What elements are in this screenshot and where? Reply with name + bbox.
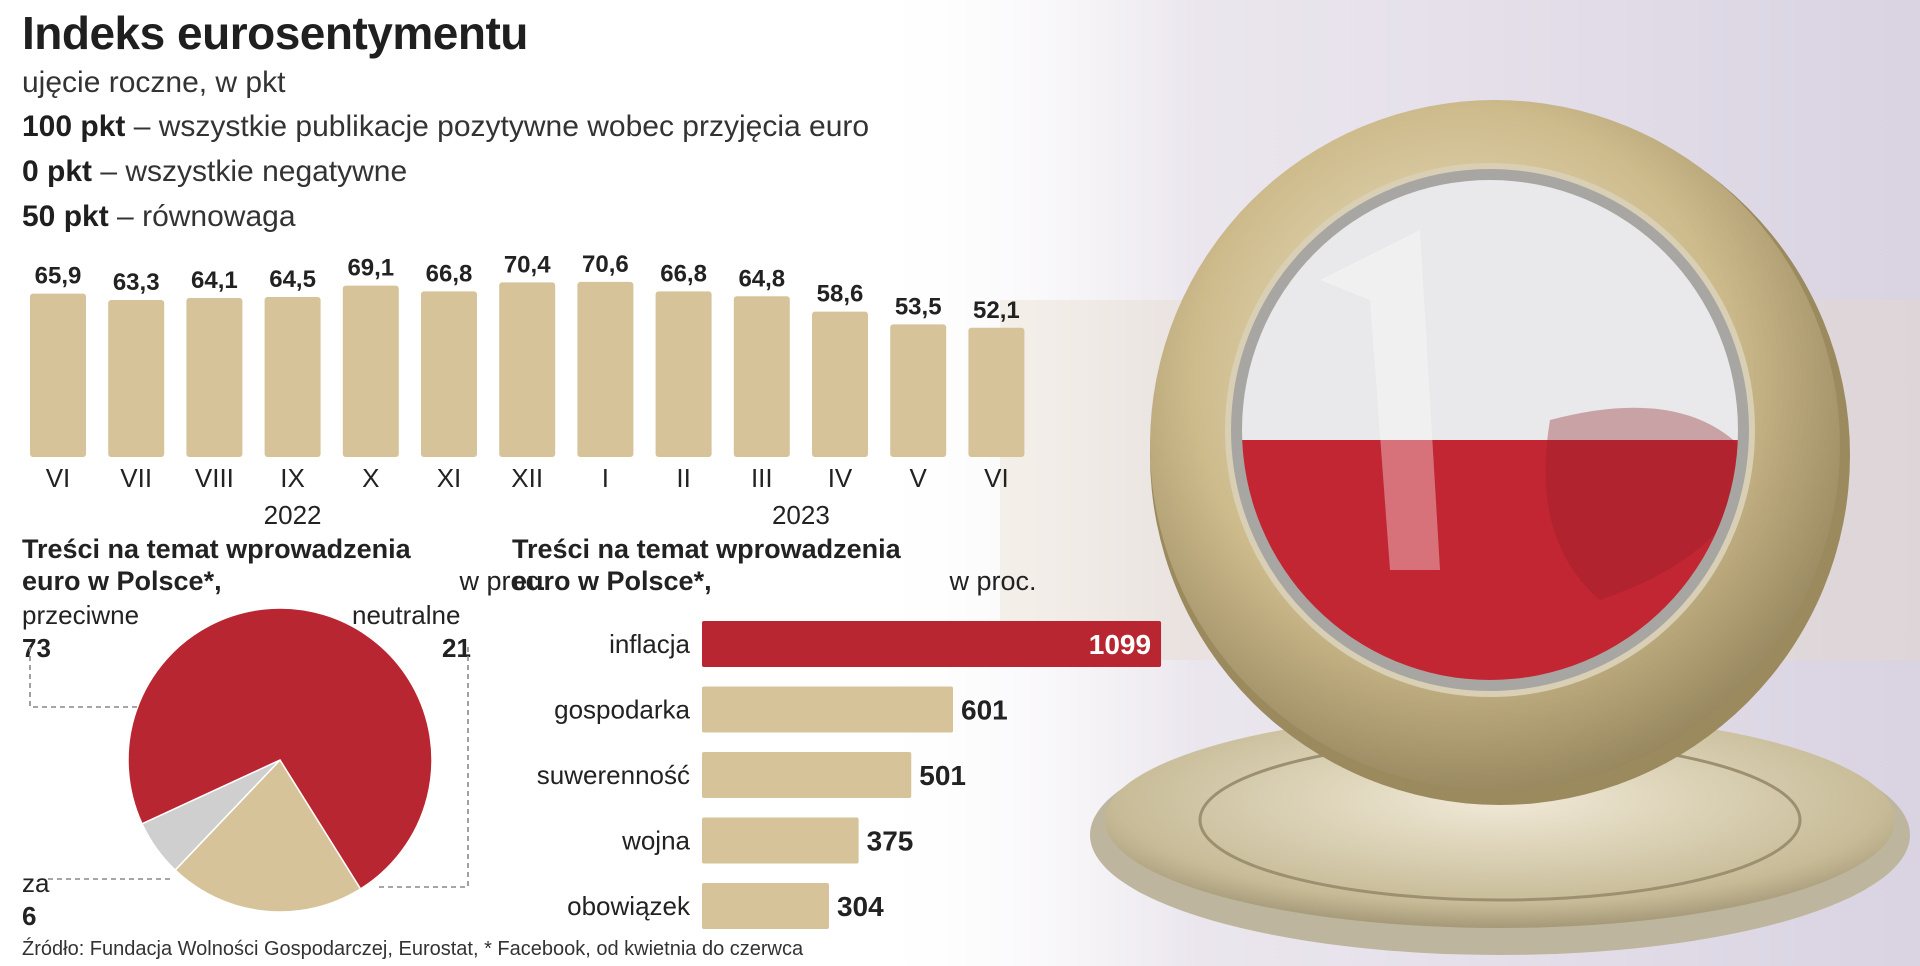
chart-title: Indeks eurosentymentu (22, 7, 528, 59)
legend-text: – wszystkie negatywne (92, 155, 408, 188)
bar-value-label: 52,1 (973, 297, 1020, 324)
bar-value-label: 69,1 (347, 255, 394, 282)
source-note: Źródło: Fundacja Wolności Gospodarczej, … (22, 938, 804, 960)
bar-value-label: 70,4 (504, 251, 551, 278)
chart-subtitle: ujęcie roczne, w pkt (22, 66, 286, 99)
legend-line-0: 0 pkt – wszystkie negatywne (22, 155, 407, 189)
pie-title-bold: Treści na temat wprowadzenia euro w Pols… (22, 534, 411, 596)
month-tick-label: VIII (195, 463, 234, 493)
pie-title-rest: w proc. (452, 566, 547, 596)
leader-line-against (29, 647, 138, 708)
pie-label-for: za (22, 868, 50, 898)
bar-9 (733, 296, 790, 457)
month-tick-label: V (910, 463, 928, 493)
eurosentiment-bar-chart: 65,9VI63,3VII64,1VIII64,5IX69,1X66,8XI70… (30, 251, 1025, 530)
hbar-value-label: 304 (837, 891, 884, 922)
leader-line-neutral (378, 647, 469, 888)
hbar-2 (702, 752, 912, 798)
year-label: 2023 (772, 500, 830, 530)
bar-2 (186, 298, 243, 457)
pie-label-against: przeciwne (22, 600, 140, 630)
bar-6 (499, 282, 556, 457)
pie-value-against: 73 (22, 633, 51, 663)
pie-section-title: Treści na temat wprowadzenia euro w Pols… (22, 533, 547, 597)
hbar-0 (702, 621, 1162, 667)
legend-text: – równowaga (108, 200, 296, 233)
month-tick-label: X (362, 463, 379, 493)
month-tick-label: I (602, 463, 609, 493)
month-tick-label: XI (437, 463, 462, 493)
month-tick-label: IX (280, 463, 305, 493)
hbar-section-title: Treści na temat wprowadzenia euro w Pols… (512, 533, 1037, 597)
bar-8 (655, 291, 712, 457)
bar-value-label: 66,8 (426, 260, 473, 287)
topics-hbar-chart: inflacja 1099 gospodarka 601 suwerenność 501 w… (537, 621, 1162, 929)
month-tick-label: VI (46, 463, 71, 493)
hbar-value-label: 601 (961, 695, 1008, 726)
bar-7 (577, 281, 634, 457)
hbar-category-label: wojna (621, 826, 690, 856)
hbar-title-bold: Treści na temat wprowadzenia euro w Pols… (512, 534, 901, 596)
hbar-category-label: suwerenność (537, 760, 690, 790)
bar-value-label: 70,6 (582, 251, 629, 278)
pie-label-neutral: neutralne (352, 600, 461, 630)
bar-11 (890, 324, 947, 457)
bar-value-label: 53,5 (895, 293, 942, 320)
bar-value-label: 63,3 (113, 269, 160, 296)
pie-slice-neutralne (174, 758, 362, 913)
legend-line-50: 50 pkt – równowaga (22, 200, 296, 234)
bar-value-label: 65,9 (35, 263, 82, 290)
bar-value-label: 64,5 (269, 266, 316, 293)
bar-value-label: 58,6 (817, 281, 864, 308)
pie-slice-przeciwne (127, 607, 433, 890)
bar-value-label: 64,1 (191, 267, 238, 294)
bar-5 (421, 291, 477, 457)
pie-value-for: 6 (22, 901, 37, 931)
bar-0 (30, 293, 86, 457)
hbar-category-label: inflacja (609, 629, 690, 659)
legend-text: – wszystkie publikacje pozytywne wobec p… (125, 110, 870, 143)
pie-value-neutral: 21 (442, 633, 471, 663)
month-tick-label: III (751, 463, 773, 493)
hbar-title-rest: w proc. (942, 566, 1037, 596)
bar-value-label: 64,8 (738, 265, 785, 292)
bar-3 (264, 297, 321, 457)
bar-4 (342, 285, 399, 457)
bar-10 (812, 311, 868, 457)
month-tick-label: IV (828, 463, 853, 493)
bar-value-label: 66,8 (660, 260, 707, 287)
legend-bold: 100 pkt (22, 110, 126, 143)
legend-line-100: 100 pkt – wszystkie publikacje pozytywne… (22, 110, 869, 144)
hbar-4 (702, 883, 829, 929)
content-pie-chart (29, 607, 469, 913)
month-tick-label: XII (511, 463, 543, 493)
year-label: 2022 (264, 500, 322, 530)
legend-bold: 50 pkt (22, 200, 109, 233)
month-tick-label: II (676, 463, 690, 493)
bar-12 (968, 327, 1025, 457)
hbar-value-label: 501 (919, 760, 966, 791)
month-tick-label: VII (120, 463, 152, 493)
month-tick-label: VI (984, 463, 1009, 493)
hbar-category-label: obowiązek (567, 891, 691, 921)
hbar-1 (702, 686, 954, 733)
hbar-value-label: 1099 (1089, 629, 1151, 660)
legend-bold: 0 pkt (22, 155, 93, 188)
bar-1 (108, 300, 165, 457)
hbar-value-label: 375 (867, 826, 914, 857)
hbar-3 (702, 817, 859, 864)
hbar-category-label: gospodarka (554, 695, 690, 725)
